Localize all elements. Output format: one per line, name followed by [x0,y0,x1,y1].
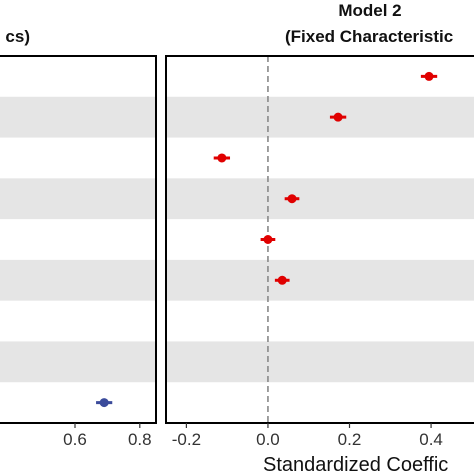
panel1-point-0 [99,398,109,408]
panel2-point-5 [277,275,287,285]
panel2-point-2 [217,153,227,163]
panel1-row-band [0,178,156,220]
panel2-title-line1: Model 2 [338,1,401,20]
panel2-x-tick-label: 0.2 [338,430,362,449]
panel2-x-tick-label: 0.0 [256,430,280,449]
panel2-point-4 [263,235,273,244]
panel2-row-band [166,259,474,301]
panel2-title-line2: (Fixed Characteristic [285,27,453,46]
panel2-row-band [166,178,474,220]
panel2-row-band [166,341,474,383]
panel2-row-band [166,96,474,138]
panel1-x-tick-label: 0.8 [128,430,152,449]
panel2-point-0 [424,71,434,81]
panel2-border [165,55,474,424]
panel2-x-tick-label: 0.4 [419,430,443,449]
panel2-point-1 [333,112,343,122]
panel2-x-tick-label: -0.2 [172,430,201,449]
panel1-row-band [0,341,156,383]
panel1-x-tick-label: 0.6 [63,430,87,449]
panel1-title-line2: cs) [5,27,30,46]
panel2-point-3 [287,194,297,204]
panel1-row-band [0,96,156,138]
panel1-row-band [0,259,156,301]
x-axis-title: Standardized Coeffic [263,454,448,474]
